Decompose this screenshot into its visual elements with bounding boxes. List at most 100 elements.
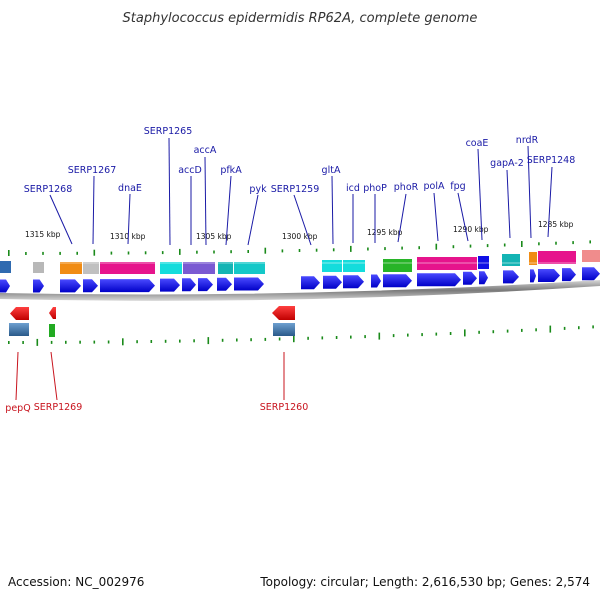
forward-strand-genes: [0, 267, 600, 293]
gene-SERP1269[interactable]: [49, 307, 56, 319]
forward-gene-arrow[interactable]: [33, 279, 44, 293]
scale-tick: [193, 339, 195, 343]
scale-tick: [150, 340, 153, 343]
scale-tick: [478, 330, 480, 334]
scale-label-1300: 1300 kbp: [282, 232, 318, 241]
scale-tick: [407, 333, 409, 337]
scale-tick: [418, 246, 420, 250]
scale-tick: [307, 336, 309, 340]
scale-tick: [42, 251, 44, 255]
label-SERP1259[interactable]: SERP1259: [271, 184, 320, 195]
forward-gene-arrow[interactable]: [60, 279, 81, 293]
forward-gene-arrow[interactable]: [100, 279, 155, 293]
label-accA[interactable]: accA: [194, 145, 217, 156]
scale-tick: [435, 332, 438, 336]
scale-tick: [401, 246, 403, 250]
map-title: Staphylococcus epidermidis RP62A, comple…: [123, 11, 478, 26]
forward-gene-arrow[interactable]: [182, 278, 196, 292]
label-dnaE[interactable]: dnaE: [118, 183, 142, 194]
forward-gene-arrow[interactable]: [562, 268, 576, 282]
scale-tick: [469, 244, 472, 248]
scale-tick: [207, 337, 210, 345]
label-SERP1267[interactable]: SERP1267: [68, 165, 117, 176]
label-polA[interactable]: polA: [424, 181, 445, 192]
scale-tick: [315, 248, 318, 252]
forward-gene-arrow[interactable]: [479, 271, 488, 285]
forward-gene-arrow[interactable]: [234, 277, 264, 291]
genome-backbone: [0, 280, 600, 301]
scale-tick: [107, 340, 110, 344]
scale-tick: [8, 341, 10, 344]
scale-tick: [122, 338, 124, 346]
label-SERP1260[interactable]: SERP1260: [260, 402, 309, 413]
forward-gene-arrow[interactable]: [371, 274, 381, 288]
scale-tick: [321, 336, 324, 340]
forward-gene-arrow[interactable]: [323, 275, 342, 289]
forward-gene-arrow[interactable]: [538, 269, 560, 283]
scale-tick: [293, 335, 295, 343]
forward-gene-arrow[interactable]: [582, 267, 600, 281]
label-coaE[interactable]: coaE: [466, 138, 489, 149]
forward-gene-arrow[interactable]: [160, 278, 180, 292]
label-pepQ[interactable]: pepQ: [5, 403, 30, 414]
scale-tick: [281, 249, 284, 253]
forward-gene-arrow[interactable]: [463, 271, 477, 285]
label-SERP1268[interactable]: SERP1268: [24, 184, 73, 195]
gene-SERP1260[interactable]: [272, 306, 295, 320]
scale-label-1285: 1285 kbp: [538, 220, 574, 229]
scale-tick: [110, 251, 113, 255]
scale-tick: [521, 328, 523, 332]
label-phoR[interactable]: phoR: [394, 182, 419, 193]
label-SERP1248[interactable]: SERP1248: [527, 155, 576, 166]
scale-tick: [464, 329, 466, 337]
forward-gene-arrow[interactable]: [301, 276, 320, 290]
label-phoP[interactable]: phoP: [363, 183, 387, 194]
gene-pepQ[interactable]: [10, 307, 29, 320]
forward-gene-arrow[interactable]: [530, 269, 536, 283]
scale-tick: [298, 249, 301, 252]
forward-gene-arrow[interactable]: [503, 270, 519, 284]
scale-tick: [506, 329, 509, 333]
scale-tick: [93, 340, 96, 344]
label-gapA-2[interactable]: gapA-2: [490, 158, 524, 169]
label-pyk[interactable]: pyk: [249, 184, 267, 195]
label-accD[interactable]: accD: [178, 165, 202, 176]
scale-tick: [25, 252, 27, 255]
scale-tick: [250, 338, 252, 342]
forward-gene-arrow[interactable]: [198, 278, 213, 292]
label-pfkA[interactable]: pfkA: [220, 165, 242, 176]
scale-tick: [179, 248, 181, 255]
scale-tick: [538, 242, 540, 246]
scale-tick: [486, 244, 489, 248]
label-SERP1269[interactable]: SERP1269: [34, 402, 83, 413]
forward-gene-arrow[interactable]: [83, 279, 98, 293]
label-fpg[interactable]: fpg: [450, 181, 465, 192]
forward-gene-arrow[interactable]: [417, 273, 461, 287]
label-nrdR[interactable]: nrdR: [516, 135, 539, 146]
scale-tick: [350, 245, 352, 252]
scale-ticks-top: [8, 240, 591, 256]
bottom-gene-labels: pepQ SERP1269 SERP1260: [5, 351, 309, 414]
scale-tick: [563, 326, 566, 330]
forward-gene-arrow[interactable]: [217, 277, 232, 291]
forward-gene-arrow[interactable]: [343, 275, 364, 289]
scale-tick: [449, 332, 452, 335]
label-icd[interactable]: icd: [346, 183, 360, 194]
scale-tick: [161, 251, 164, 255]
scale-tick: [378, 332, 381, 340]
label-SERP1265[interactable]: SERP1265: [144, 126, 193, 137]
scale-tick: [435, 243, 438, 250]
forward-gene-arrow[interactable]: [0, 279, 10, 293]
scale-tick: [521, 241, 523, 247]
scale-label-1295: 1295 kbp: [367, 228, 403, 237]
scale-tick: [36, 338, 39, 346]
forward-gene-arrow[interactable]: [383, 274, 412, 288]
scale-tick: [535, 328, 537, 332]
label-gltA[interactable]: gltA: [322, 165, 341, 176]
scale-label-1305: 1305 kbp: [196, 232, 232, 241]
cog-feature-band: [0, 250, 600, 274]
scale-label-1290: 1290 kbp: [453, 225, 489, 234]
scale-tick: [247, 250, 249, 253]
scale-tick: [335, 336, 338, 339]
